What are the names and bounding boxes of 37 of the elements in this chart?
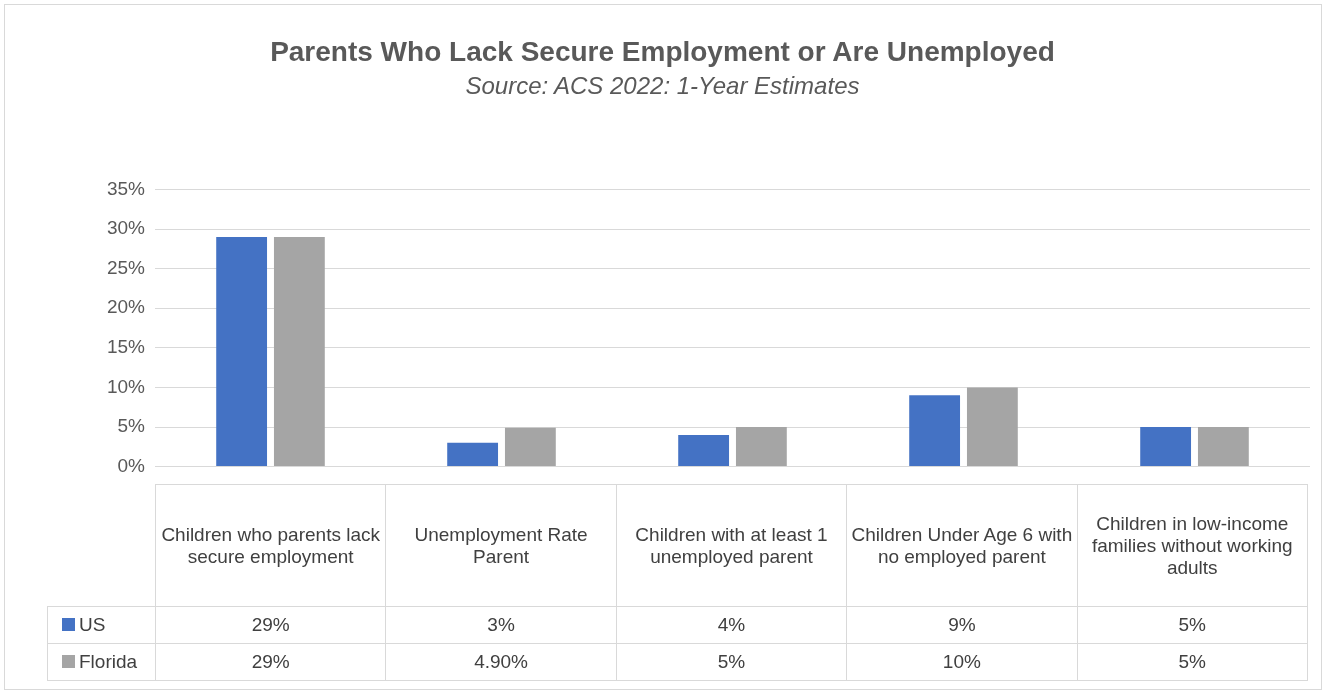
data-label: 29% [155, 606, 386, 644]
bar [216, 236, 268, 467]
legend-label: US [47, 606, 156, 644]
bar [909, 395, 961, 467]
y-tick-label: 20% [106, 296, 146, 318]
x-tick-label: Children with at least 1 unemployed parent [616, 484, 847, 607]
data-label: 29% [155, 643, 386, 681]
x-tick-label: Unemployment Rate Parent [385, 484, 617, 607]
data-label: 5% [1077, 606, 1308, 644]
data-label: 10% [846, 643, 1078, 681]
data-label: 9% [846, 606, 1078, 644]
x-tick-label: Children in low-income families without working adults [1077, 484, 1308, 607]
chart-subtitle: Source: ACS 2022: 1-Year Estimates [464, 72, 861, 100]
y-tick-label: 35% [106, 177, 146, 199]
data-label: 4% [616, 606, 847, 644]
data-label: 3% [385, 606, 617, 644]
bar [447, 442, 499, 467]
y-tick-label: 15% [106, 336, 146, 358]
x-tick-label: Children Under Age 6 with no employed parent [846, 484, 1078, 607]
bar [273, 236, 325, 467]
bar [678, 434, 730, 467]
bar [1140, 427, 1192, 467]
data-label: 5% [616, 643, 847, 681]
y-tick-label: 5% [117, 415, 146, 437]
data-label: 5% [1077, 643, 1308, 681]
bar [504, 427, 556, 467]
bar [966, 387, 1018, 467]
y-tick-label: 0% [117, 454, 146, 476]
legend-label: Florida [47, 643, 156, 681]
chart-title: Parents Who Lack Secure Employment or Are Unemployed [269, 36, 1056, 68]
x-tick-label: Children who parents lack secure employment [155, 484, 386, 607]
y-tick-label: 10% [106, 375, 146, 397]
bar [735, 427, 787, 467]
bar [1197, 427, 1249, 467]
y-tick-label: 25% [106, 256, 146, 278]
data-label: 4.90% [385, 643, 617, 681]
y-tick-label: 30% [106, 217, 146, 239]
